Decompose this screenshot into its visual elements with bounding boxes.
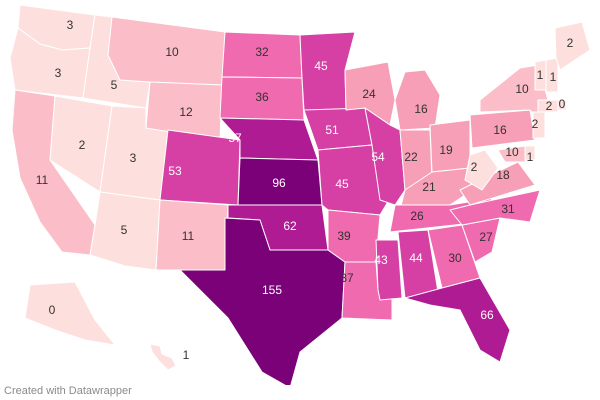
state-value-label-nc: 31 bbox=[501, 202, 515, 216]
state-nh[interactable] bbox=[545, 57, 559, 93]
state-value-label-ne: 57 bbox=[228, 131, 242, 145]
state-value-label-co: 53 bbox=[168, 164, 182, 178]
state-me[interactable] bbox=[554, 21, 591, 71]
state-value-label-ks: 96 bbox=[272, 176, 286, 190]
state-value-label-nv: 2 bbox=[79, 138, 86, 152]
state-de[interactable] bbox=[524, 145, 536, 161]
credit-text: Created with Datawrapper bbox=[4, 385, 132, 397]
state-value-label-or: 3 bbox=[55, 66, 62, 80]
state-value-label-ny: 10 bbox=[515, 82, 529, 96]
state-tx[interactable] bbox=[179, 217, 346, 385]
state-value-label-nj: 2 bbox=[532, 117, 539, 131]
state-value-label-wv: 2 bbox=[471, 160, 478, 174]
state-value-label-ct: 2 bbox=[546, 99, 553, 113]
state-value-label-wa: 3 bbox=[67, 18, 74, 32]
state-il[interactable] bbox=[364, 107, 406, 206]
state-value-label-ri: 0 bbox=[559, 97, 566, 111]
state-value-label-ut: 3 bbox=[130, 151, 137, 165]
state-value-label-wy: 12 bbox=[179, 105, 193, 119]
state-value-label-de: 1 bbox=[527, 150, 534, 164]
state-value-label-tx: 155 bbox=[262, 283, 282, 297]
state-md[interactable] bbox=[497, 145, 526, 163]
state-value-label-ms: 43 bbox=[374, 253, 388, 267]
state-value-label-ar: 39 bbox=[337, 229, 351, 243]
state-value-label-in: 22 bbox=[404, 150, 418, 164]
state-value-label-nh: 1 bbox=[550, 70, 557, 84]
state-pa[interactable] bbox=[469, 109, 536, 149]
state-va[interactable] bbox=[459, 161, 536, 206]
state-ak[interactable] bbox=[24, 281, 116, 346]
state-value-label-id: 5 bbox=[111, 78, 118, 92]
state-nc[interactable] bbox=[449, 189, 541, 226]
state-value-label-pa: 16 bbox=[493, 123, 507, 137]
state-value-label-mn: 45 bbox=[314, 59, 328, 73]
state-value-label-tn: 26 bbox=[410, 209, 424, 223]
state-value-label-hi: 1 bbox=[183, 348, 190, 362]
state-ct[interactable] bbox=[537, 99, 559, 113]
state-value-label-fl: 66 bbox=[480, 308, 494, 322]
state-value-label-mt: 10 bbox=[165, 45, 179, 59]
us-choropleth-map: 3311523510125311323657966215545514539372… bbox=[9, 4, 591, 385]
state-value-label-la: 37 bbox=[340, 271, 354, 285]
state-value-label-mi: 16 bbox=[414, 102, 428, 116]
state-value-label-az: 5 bbox=[121, 223, 128, 237]
state-value-label-nm: 11 bbox=[182, 229, 195, 243]
state-value-label-ak: 0 bbox=[49, 303, 56, 317]
state-value-label-me: 2 bbox=[567, 36, 574, 50]
state-ms[interactable] bbox=[375, 239, 403, 301]
state-value-label-md: 10 bbox=[505, 145, 519, 159]
state-value-label-sc: 27 bbox=[479, 230, 493, 244]
state-value-label-ca: 11 bbox=[36, 173, 49, 187]
state-value-label-oh: 19 bbox=[439, 143, 453, 157]
state-value-label-wi: 24 bbox=[362, 87, 376, 101]
state-ri[interactable] bbox=[557, 99, 567, 111]
state-value-label-mo: 45 bbox=[335, 177, 349, 191]
state-value-label-va: 18 bbox=[496, 168, 510, 182]
state-hi[interactable] bbox=[149, 343, 177, 371]
states-layer bbox=[9, 4, 591, 385]
state-value-label-nd: 32 bbox=[255, 45, 269, 59]
state-fl[interactable] bbox=[404, 277, 511, 363]
state-value-label-il: 54 bbox=[371, 150, 385, 164]
state-value-label-sd: 36 bbox=[255, 90, 269, 104]
state-value-label-ga: 30 bbox=[448, 251, 462, 265]
state-ar[interactable] bbox=[327, 209, 381, 263]
state-value-label-ia: 51 bbox=[325, 123, 339, 137]
state-value-label-ok: 62 bbox=[283, 219, 297, 233]
labels-layer: 3311523510125311323657966215545514539372… bbox=[36, 18, 574, 362]
state-wv[interactable] bbox=[464, 149, 499, 191]
state-value-label-vt: 1 bbox=[537, 68, 544, 82]
state-value-label-ky: 21 bbox=[422, 180, 436, 194]
state-value-label-al: 44 bbox=[409, 251, 423, 265]
state-mi[interactable] bbox=[394, 69, 441, 131]
